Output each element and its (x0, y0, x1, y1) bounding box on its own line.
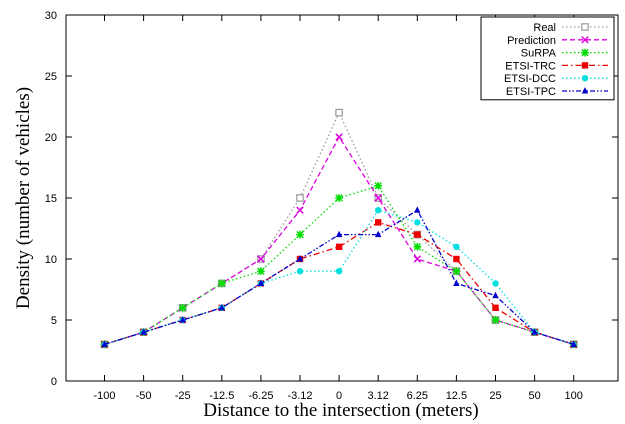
x-tick-label: 6.25 (407, 390, 428, 402)
data-point (257, 255, 265, 263)
data-point (375, 230, 382, 238)
data-point (296, 206, 304, 214)
legend-label: Real (533, 22, 556, 34)
data-point (335, 243, 343, 250)
series-etsi-dcc (101, 207, 577, 348)
legend-marker (581, 23, 589, 31)
legend-entry: ETSI-TPC (506, 86, 608, 98)
legend-entry: ETSI-TRC (505, 60, 608, 72)
legend-entry: Prediction (507, 35, 608, 47)
y-tick-label: 15 (45, 193, 57, 205)
data-point (414, 219, 421, 226)
data-point (492, 280, 499, 287)
legend-marker (581, 87, 589, 94)
data-point (491, 316, 500, 324)
data-point (178, 303, 187, 312)
y-tick-label: 20 (45, 132, 57, 144)
series-prediction (100, 133, 578, 349)
data-point (101, 340, 108, 347)
series-real (100, 108, 578, 349)
x-tick-label: -25 (175, 390, 191, 402)
legend-label: ETSI-TPC (506, 86, 556, 98)
data-point (296, 268, 304, 275)
legend-entry: Real (533, 22, 608, 34)
x-tick-label: 12.5 (446, 390, 467, 402)
x-tick-label: -100 (93, 390, 115, 402)
data-point (413, 242, 422, 251)
x-tick-label: 0 (336, 390, 342, 402)
series-line (104, 209, 574, 346)
data-point (375, 207, 382, 214)
data-point (335, 230, 343, 238)
legend-box (480, 16, 615, 101)
data-point (374, 194, 382, 202)
legend-marker (581, 62, 589, 69)
legend-entry: ETSI-DCC (504, 73, 608, 85)
data-point (453, 279, 460, 286)
data-point (140, 328, 147, 335)
legend-marker (581, 48, 589, 57)
series-line (104, 111, 574, 346)
y-tick-label: 25 (45, 71, 57, 83)
data-point (531, 328, 538, 335)
legend-label: ETSI-TRC (505, 60, 556, 72)
y-tick-label: 30 (45, 10, 57, 22)
legend-label: ETSI-DCC (504, 73, 556, 85)
x-tick-label: -12.5 (209, 390, 234, 402)
series-etsi-trc (101, 219, 577, 348)
data-point (296, 255, 304, 262)
legend-marker (581, 36, 589, 44)
data-point (296, 230, 304, 239)
legend-marker (581, 75, 589, 82)
y-axis-title: Density (number of vehicles) (13, 87, 34, 309)
legend-label: Prediction (507, 35, 556, 47)
data-point (374, 181, 383, 190)
legend-entry: SuRPA (521, 48, 608, 60)
y-tick-label: 10 (45, 254, 57, 266)
data-point (492, 304, 499, 311)
x-tick-label: 25 (489, 390, 501, 402)
x-tick-label: -50 (136, 390, 152, 402)
data-point (414, 231, 421, 238)
data-point (335, 108, 343, 117)
series-line (104, 185, 574, 346)
data-point (217, 279, 226, 288)
y-tick-label: 0 (51, 376, 57, 388)
data-point (257, 279, 265, 286)
data-point (570, 340, 577, 347)
data-point (414, 206, 421, 213)
data-point (335, 194, 343, 202)
data-point (257, 267, 265, 276)
data-point (453, 243, 460, 250)
series-line (104, 209, 574, 346)
x-tick-label: -6.25 (248, 390, 273, 402)
series-etsi-tpc (101, 206, 577, 347)
data-point (335, 133, 343, 141)
data-point (335, 268, 343, 275)
x-tick-label: 50 (528, 390, 540, 402)
x-tick-label: 100 (565, 390, 583, 402)
x-tick-label: -3.12 (287, 390, 312, 402)
data-point (296, 194, 304, 202)
x-axis-title: Distance to the intersection (meters) (203, 400, 478, 421)
series-line (104, 221, 574, 346)
data-point (492, 291, 499, 299)
data-point (218, 303, 225, 311)
x-tick-label: 3.12 (367, 390, 388, 402)
legend-label: SuRPA (521, 48, 557, 60)
data-point (179, 316, 186, 323)
y-tick-label: 5 (51, 315, 57, 327)
data-point (375, 219, 382, 226)
data-point (413, 255, 422, 263)
data-point (453, 255, 460, 263)
data-point (452, 267, 461, 276)
